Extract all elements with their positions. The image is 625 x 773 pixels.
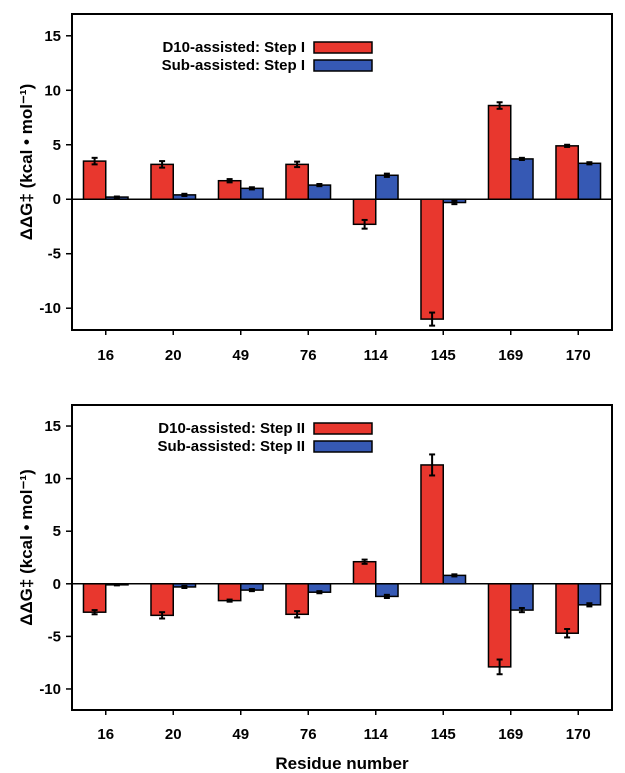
plot-frame [71, 404, 613, 711]
y-tick-label: -10 [39, 681, 61, 698]
bar-d10-16 [82, 583, 107, 613]
y-tick-label: 0 [53, 191, 61, 208]
legend-swatch [313, 41, 373, 54]
bar-d10-76 [285, 163, 310, 200]
x-axis-title: Residue number [275, 754, 409, 773]
y-tick-label: 10 [44, 82, 61, 99]
bar-d10-169 [487, 104, 512, 200]
x-tick-label: 145 [431, 726, 456, 743]
y-tick-label: 0 [53, 576, 61, 593]
bar-sub-76 [307, 184, 332, 200]
x-tick-label: 76 [300, 347, 317, 364]
bar-sub-114 [375, 174, 399, 200]
bar-d10-16 [82, 160, 107, 200]
bar-d10-49 [217, 583, 242, 602]
x-tick-label: 20 [165, 726, 182, 743]
x-tick-label: 145 [431, 347, 456, 364]
bar-d10-76 [285, 583, 310, 616]
x-tick-label: 76 [300, 726, 317, 743]
bar-d10-145 [420, 464, 445, 585]
x-tick-label: 114 [364, 347, 389, 364]
y-tick-label: -10 [39, 300, 61, 317]
x-tick-label: 169 [498, 726, 523, 743]
bar-d10-114 [352, 560, 377, 585]
y-axis-title: ΔΔG‡ (kcal • mol⁻¹) [17, 469, 36, 626]
legend-label: D10-assisted: Step II [158, 420, 305, 437]
chart-panel-2: 15 10 5 0 -5 -10 16 20 49 76 114 145 169 170 D10-assis… [17, 404, 613, 743]
y-tick-label: 5 [53, 137, 61, 154]
bar-sub-170 [577, 583, 602, 606]
x-tick-label: 170 [566, 347, 591, 364]
bar-d10-145 [420, 198, 445, 320]
bar-d10-170 [555, 145, 579, 200]
bar-sub-169 [510, 158, 534, 200]
x-tick-label: 170 [566, 726, 591, 743]
legend-swatch [313, 422, 373, 435]
bar-d10-49 [217, 179, 242, 200]
x-tick-label: 49 [232, 726, 249, 743]
x-tick-label: 169 [498, 347, 523, 364]
y-tick-label: 15 [44, 418, 61, 435]
bar-d10-169 [487, 583, 512, 668]
bar-d10-20 [150, 163, 175, 200]
y-axis-title: ΔΔG‡ (kcal • mol⁻¹) [17, 84, 36, 241]
bar-sub-170 [577, 162, 602, 200]
bar-d10-170 [555, 583, 579, 634]
y-tick-label: -5 [48, 246, 61, 263]
legend-label: D10-assisted: Step I [162, 39, 305, 56]
x-tick-label: 16 [97, 347, 114, 364]
legend-swatch [313, 440, 373, 453]
y-tick-label: 10 [44, 471, 61, 488]
x-tick-label: 114 [364, 726, 389, 743]
plot-frame [71, 13, 613, 331]
legend-label: Sub-assisted: Step I [162, 57, 305, 74]
y-tick-label: -5 [48, 628, 61, 645]
legend-swatch [313, 59, 373, 72]
legend-label: Sub-assisted: Step II [157, 438, 305, 455]
chart-panel-1: 15 10 5 0 -5 -10 16 20 49 76 114 145 169 170 D10-assis… [17, 13, 613, 364]
y-tick-label: 5 [53, 523, 61, 540]
x-tick-label: 49 [232, 347, 249, 364]
x-tick-label: 16 [97, 726, 114, 743]
y-tick-label: 15 [44, 28, 61, 45]
bar-d10-20 [150, 583, 175, 617]
x-tick-label: 20 [165, 347, 182, 364]
bar-sub-169 [510, 583, 534, 611]
